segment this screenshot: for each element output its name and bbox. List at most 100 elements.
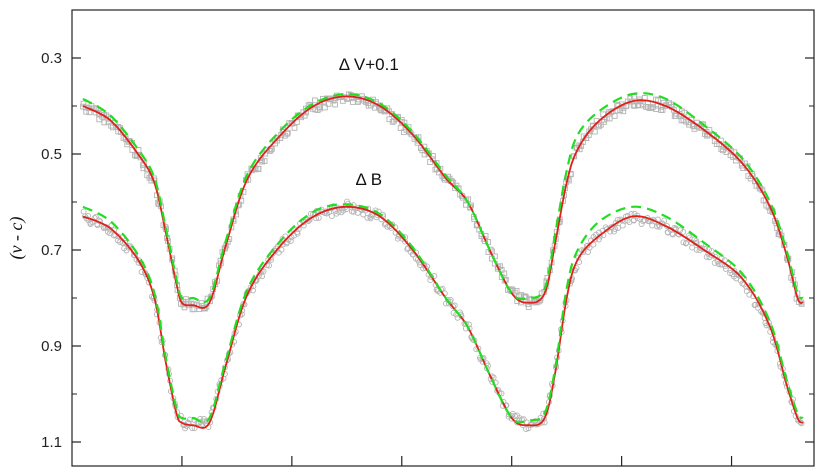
observed-point — [417, 262, 424, 269]
observed-point — [315, 214, 322, 221]
labels-layer: (v - c) Δ V+0.1 Δ B — [6, 55, 399, 259]
observed-point — [101, 225, 107, 232]
observed-point — [513, 287, 520, 294]
observed-point — [720, 147, 726, 154]
observed-point — [197, 419, 204, 426]
observed-point — [798, 301, 805, 307]
observed-point — [141, 160, 148, 167]
observed-point — [269, 145, 275, 152]
observed-point — [619, 222, 626, 229]
observed-point — [203, 303, 210, 310]
y-tick-label: 0.9 — [41, 338, 62, 355]
axes-layer: 0.3 0.5 0.7 0.9 1.1 — [41, 50, 814, 466]
y-tick-label: 0.5 — [41, 146, 62, 163]
observed-point — [454, 314, 461, 321]
observed-point — [408, 131, 415, 138]
observed-point — [266, 262, 272, 269]
observed-point — [274, 135, 281, 142]
y-tick-label: 0.3 — [41, 50, 62, 67]
observed-point — [708, 248, 715, 255]
observed-point — [699, 245, 706, 252]
reference-curve — [82, 203, 804, 424]
observed-point — [307, 210, 314, 217]
observed-point — [384, 223, 391, 230]
observed-point — [798, 420, 805, 427]
observed-point — [371, 104, 378, 111]
observed-point — [654, 223, 661, 230]
observed-point — [680, 239, 687, 246]
observed-point — [322, 104, 328, 111]
observed-point — [101, 119, 108, 126]
observed-point — [132, 252, 139, 259]
observed-point — [186, 416, 193, 423]
y-tick-label: 1.1 — [41, 434, 62, 451]
observed-point — [615, 224, 622, 231]
observed-point — [709, 252, 716, 259]
observed-point — [183, 296, 189, 302]
model-curves-layer — [82, 92, 804, 429]
observed-point — [250, 287, 256, 294]
observed-point — [591, 128, 598, 135]
observed-point — [706, 127, 713, 133]
observed-point — [350, 208, 357, 215]
observed-point — [328, 213, 335, 220]
observed-point — [278, 132, 284, 138]
series-annotation: Δ V+0.1 — [339, 55, 399, 74]
observed-point — [117, 129, 124, 135]
observed-point — [501, 270, 508, 277]
observed-point — [261, 158, 268, 164]
observed-point — [590, 241, 597, 248]
observed-point — [523, 294, 529, 301]
observed-point — [397, 125, 404, 131]
observed-point — [92, 213, 99, 220]
observed-point — [596, 123, 602, 130]
observed-point — [693, 237, 700, 244]
observed-point — [422, 265, 429, 272]
observed-point — [631, 103, 638, 109]
observed-point — [698, 125, 705, 131]
observed-point — [332, 101, 338, 108]
observed-point — [340, 207, 347, 214]
observed-point — [524, 301, 531, 307]
observed-point — [690, 122, 696, 129]
observed-point — [689, 244, 696, 251]
observed-point — [735, 272, 742, 279]
observed-point — [86, 109, 93, 116]
observed-point — [525, 304, 532, 310]
observed-point — [612, 226, 619, 233]
plot-frame — [71, 9, 815, 467]
observed-point — [677, 227, 684, 234]
observed-point — [351, 205, 358, 212]
observed-point — [364, 214, 371, 221]
observed-point — [746, 291, 753, 298]
observed-point — [122, 239, 129, 246]
observed-point — [257, 155, 264, 161]
observed-point — [284, 129, 291, 136]
observed-point — [287, 237, 294, 244]
observed-point — [680, 228, 687, 235]
observed-point — [284, 130, 290, 137]
observed-point — [630, 102, 637, 109]
observed-point — [278, 246, 285, 253]
observed-point — [255, 165, 262, 172]
observed-point — [669, 231, 676, 238]
y-tick-label: 0.7 — [41, 242, 62, 259]
observed-point — [703, 253, 710, 260]
observed-point — [611, 113, 618, 119]
observed-point — [201, 418, 208, 425]
observed-point — [291, 125, 298, 131]
observed-point — [402, 238, 409, 245]
observed-point — [462, 320, 469, 327]
observed-point — [597, 121, 604, 128]
observed-point — [661, 217, 668, 224]
observed-point — [540, 415, 547, 422]
reference-curve — [82, 92, 804, 304]
observed-point — [711, 259, 718, 266]
y-axis-label: (v - c) — [6, 217, 27, 260]
observed-point — [125, 139, 132, 145]
observed-point — [669, 230, 676, 237]
series-annotation: Δ B — [356, 170, 382, 189]
observed-point — [700, 121, 706, 128]
observed-point — [511, 289, 518, 296]
